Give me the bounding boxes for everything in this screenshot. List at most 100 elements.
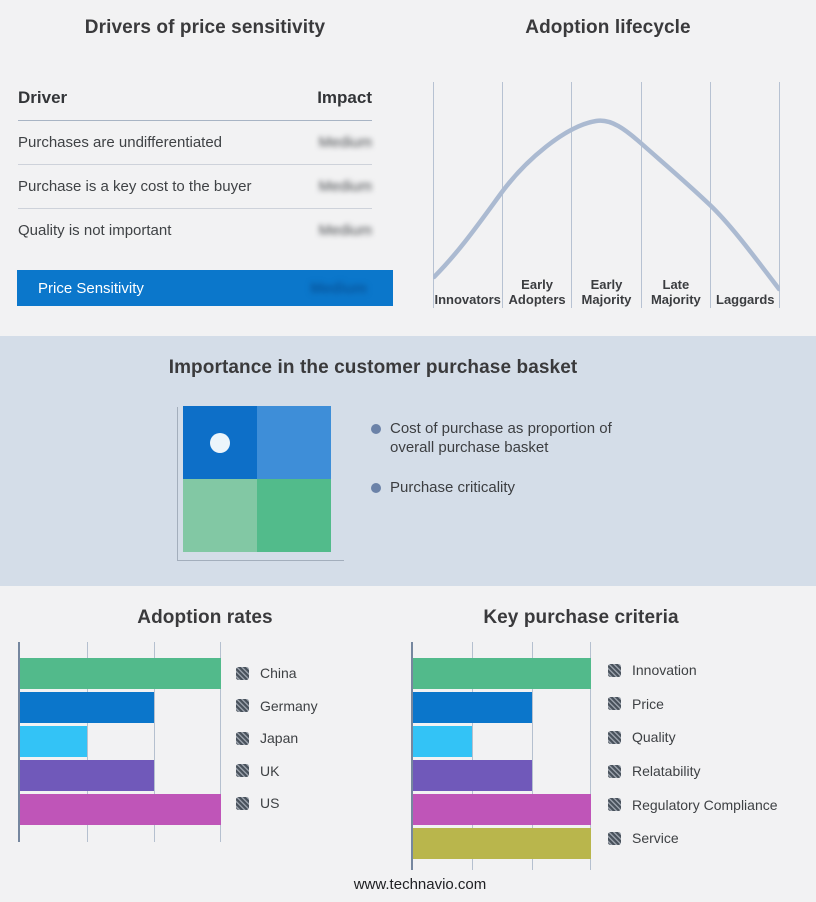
list-item: Purchase criticality (371, 478, 635, 497)
legend-item-china: China (236, 663, 318, 683)
summary-label: Price Sensitivity (38, 279, 144, 297)
table-row: Quality is not important Medium (18, 209, 372, 252)
quadrant-axis (177, 407, 344, 561)
column-header-impact: Impact (317, 88, 372, 107)
bar-japan (20, 726, 87, 757)
impact-cell-blurred: Medium (318, 222, 372, 239)
legend-item-service: Service (608, 828, 778, 848)
bars-container (413, 658, 591, 862)
legend-item-regulatory-compliance: Regulatory Compliance (608, 795, 778, 815)
legend-swatch-icon (236, 699, 249, 712)
legend-item-quality: Quality (608, 727, 778, 747)
legend-swatch-icon (608, 764, 621, 778)
table-row: Purchase is a key cost to the buyer Medi… (18, 165, 372, 209)
impact-cell-blurred: Medium (318, 134, 372, 151)
bar-price (413, 692, 532, 723)
legend-swatch-icon (608, 663, 621, 677)
bullet-icon (371, 483, 381, 493)
basket-bullet-list: Cost of purchase as proportion of overal… (371, 419, 635, 518)
gridline (472, 642, 474, 870)
quadrant-cell-bottom-right (257, 479, 331, 552)
quadrant-cell-bottom-left (183, 479, 257, 552)
legend-item-innovation: Innovation (608, 660, 778, 680)
purchase-basket-section (0, 336, 816, 586)
bar-relatability (413, 760, 532, 791)
bar-us (20, 794, 221, 825)
drivers-table: Driver Impact Purchases are undifferenti… (18, 88, 372, 252)
position-dot (210, 433, 230, 453)
key-purchase-criteria-plot (411, 642, 591, 870)
legend-swatch-icon (608, 730, 621, 744)
legend-label: Japan (260, 730, 299, 746)
column-header-driver: Driver (18, 88, 68, 107)
legend-swatch-icon (608, 831, 621, 845)
key-purchase-criteria-title: Key purchase criteria (483, 607, 679, 628)
legend-label: China (260, 665, 297, 681)
adoption-rates-legend: China Germany Japan UK US (236, 663, 318, 826)
key-purchase-criteria-chart: Key purchase criteria Innovation Price Qua… (408, 586, 816, 886)
legend-item-relatability: Relatability (608, 761, 778, 781)
purchase-basket-quadrant (183, 406, 331, 552)
lifecycle-stage-labels: Innovators Early Adopters Early Majority… (433, 274, 780, 307)
quadrant-cell-top-right (257, 406, 331, 479)
legend-swatch-icon (236, 666, 249, 680)
impact-cell-blurred: Medium (318, 178, 372, 195)
legend-item-price: Price (608, 694, 778, 714)
bullet-text: Cost of purchase as proportion of overal… (390, 420, 612, 456)
legend-swatch-icon (236, 796, 249, 810)
stage-label-early-adopters: Early Adopters (508, 277, 566, 307)
legend-label: Price (632, 695, 664, 712)
bar-innovation (413, 658, 591, 689)
gridline (531, 642, 533, 870)
legend-label: UK (260, 762, 280, 779)
legend-label: Germany (260, 697, 318, 714)
price-sensitivity-summary-bar: Price Sensitivity Medium (17, 270, 393, 306)
footer-url: www.technavio.com (353, 876, 487, 893)
bar-quality (413, 726, 473, 757)
lifecycle-panel-title: Adoption lifecycle (525, 17, 691, 38)
drivers-panel-title: Drivers of price sensitivity (84, 17, 326, 38)
gridline (154, 642, 155, 842)
legend-label: US (260, 795, 280, 811)
basket-panel-title: Importance in the customer purchase bask… (168, 357, 578, 378)
stage-label-innovators: Innovators (434, 292, 501, 307)
legend-swatch-icon (608, 697, 621, 711)
legend-label: Innovation (632, 662, 697, 678)
legend-item-uk: UK (236, 761, 318, 781)
adoption-rates-plot (18, 642, 221, 842)
summary-impact-blurred: Medium (310, 279, 367, 297)
gridline (86, 642, 88, 842)
legend-item-germany: Germany (236, 696, 318, 716)
bullet-text: Purchase criticality (390, 479, 516, 496)
drivers-table-header: Driver Impact (18, 88, 372, 121)
bell-curve (433, 118, 780, 292)
adoption-rates-chart: Adoption rates China Germany Japan UK US (0, 586, 408, 886)
key-purchase-criteria-legend: Innovation Price Quality Relatability Regula… (608, 660, 778, 862)
adoption-rates-title: Adoption rates (137, 607, 273, 628)
stage-label-late-majority: Late Majority (650, 277, 701, 307)
table-row: Purchases are undifferentiated Medium (18, 121, 372, 165)
driver-cell: Purchases are undifferentiated (18, 134, 223, 151)
legend-label: Regulatory Compliance (632, 796, 778, 813)
driver-cell: Purchase is a key cost to the buyer (18, 178, 252, 195)
stage-label-laggards: Laggards (716, 292, 775, 307)
bullet-icon (371, 424, 381, 434)
gridline (590, 642, 591, 870)
legend-item-japan: Japan (236, 728, 318, 748)
bar-uk (20, 760, 154, 791)
lifecycle-gridlines (433, 82, 780, 308)
list-item: Cost of purchase as proportion of overal… (371, 419, 635, 457)
bar-germany (20, 692, 154, 723)
bars-container (20, 658, 221, 828)
driver-cell: Quality is not important (18, 222, 172, 239)
legend-item-us: US (236, 793, 318, 813)
legend-swatch-icon (236, 731, 249, 745)
legend-label: Service (632, 830, 679, 847)
gridline (220, 642, 221, 842)
legend-label: Quality (632, 729, 676, 746)
bar-china (20, 658, 221, 689)
legend-swatch-icon (608, 798, 621, 812)
bar-service (413, 828, 591, 859)
legend-label: Relatability (632, 763, 701, 780)
